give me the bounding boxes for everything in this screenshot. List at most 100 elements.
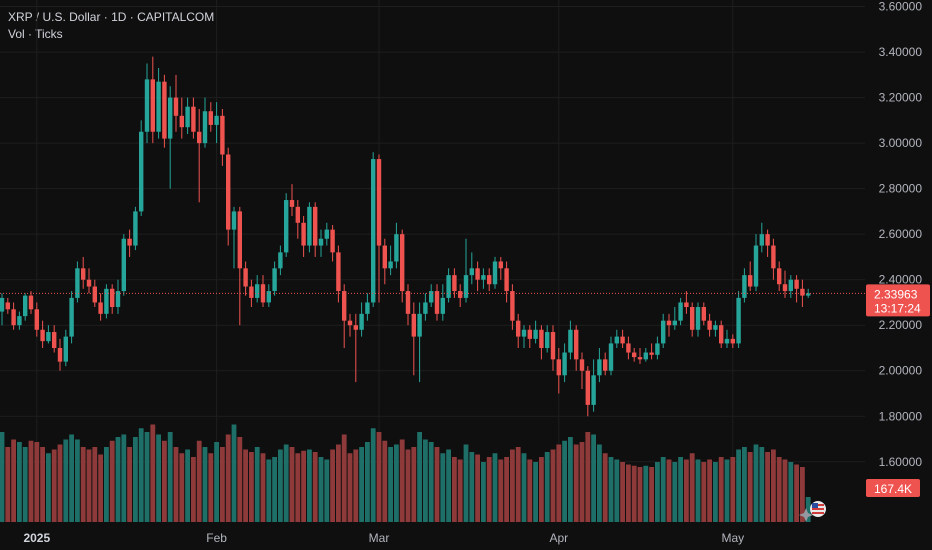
candle-body — [672, 320, 677, 326]
volume-bar — [585, 432, 591, 522]
price-tick-label: 3.60000 — [879, 0, 923, 14]
candle-body — [121, 238, 126, 292]
volume-bar — [365, 442, 370, 522]
volume-bar — [440, 453, 446, 522]
candle-body — [637, 357, 643, 360]
candle-body — [661, 320, 666, 344]
candle-body — [748, 275, 753, 287]
candle-body — [307, 206, 312, 246]
volume-bar — [469, 452, 475, 522]
volume-bar — [243, 449, 248, 522]
price-axis[interactable]: 3.60000 3.40000 3.20000 3.00000 2.80000 2.600… — [879, 0, 923, 469]
candle-body — [724, 338, 730, 344]
candle-body — [411, 313, 416, 337]
flag-icon[interactable] — [810, 501, 826, 517]
volume-bar — [747, 452, 753, 522]
volume-bar — [254, 447, 260, 522]
volume-bar — [69, 434, 74, 522]
volume-bar — [388, 447, 393, 522]
volume-bar — [214, 442, 219, 522]
candle-body — [220, 115, 225, 155]
volume-bar — [562, 440, 567, 522]
candle-body — [0, 297, 5, 312]
price-tick-label: 1.60000 — [879, 455, 923, 469]
volume-bar — [5, 447, 11, 522]
volume-bar — [191, 457, 196, 522]
price-candles — [0, 56, 811, 417]
volume-bar — [121, 434, 127, 522]
bar-countdown-label: 13:17:24 — [874, 301, 921, 315]
volume-bar — [167, 432, 173, 522]
volume-bar — [504, 457, 509, 522]
candle-body — [359, 313, 364, 330]
volume-bar — [312, 452, 318, 522]
sparkle-icon[interactable] — [799, 508, 813, 522]
candle-body — [17, 316, 22, 326]
candle-body — [666, 320, 672, 326]
candle-body — [701, 307, 706, 321]
volume-bar — [86, 449, 92, 522]
candle-body — [429, 291, 434, 303]
candle-body — [347, 320, 353, 326]
candle-body — [579, 359, 585, 371]
volume-bar — [22, 447, 28, 522]
candle-body — [585, 370, 590, 405]
price-tick-label: 1.80000 — [879, 409, 923, 423]
candle-body — [440, 297, 445, 314]
volume-bar — [185, 449, 190, 522]
candle-body — [295, 206, 300, 223]
candle-body — [202, 111, 208, 144]
price-tick-label: 2.60000 — [879, 227, 923, 241]
candle-body — [266, 291, 271, 303]
candle-body — [695, 307, 701, 330]
candle-body — [69, 297, 74, 337]
volume-bar — [718, 457, 724, 522]
candle-body — [632, 352, 637, 358]
volume-indicator-label[interactable]: Vol · Ticks — [8, 27, 63, 41]
volume-bar — [144, 432, 150, 522]
candle-body — [63, 336, 68, 362]
candle-body — [330, 229, 335, 253]
time-axis[interactable]: 2025 Feb Mar Apr May — [23, 531, 744, 545]
time-tick-label: Feb — [206, 531, 227, 545]
price-tick-label: 2.40000 — [879, 273, 923, 287]
candle-body — [463, 275, 469, 298]
volume-bar — [283, 444, 289, 522]
candle-body — [324, 229, 329, 239]
candle-body — [521, 329, 527, 337]
volume-bar — [57, 444, 63, 522]
volume-bar — [794, 464, 799, 522]
volume-bar — [539, 457, 544, 522]
candle-body — [481, 275, 486, 280]
candle-body — [237, 211, 242, 269]
volume-bar — [51, 449, 57, 522]
candle-body — [782, 284, 788, 292]
volume-bar — [759, 447, 765, 522]
candle-body — [289, 200, 295, 207]
volume-bar — [782, 459, 788, 522]
symbol-title[interactable]: XRP / U.S. Dollar · 1D · CAPITALCOM — [8, 10, 215, 24]
volume-bar — [620, 462, 625, 522]
candle-body — [487, 275, 492, 285]
volume-bar — [597, 444, 602, 522]
volume-value-badge — [866, 479, 920, 497]
candle-body — [777, 268, 782, 285]
chart-legend: XRP / U.S. Dollar · 1D · CAPITALCOM Vol … — [8, 9, 214, 43]
candle-body — [52, 332, 57, 348]
time-tick-label: 2025 — [23, 531, 50, 545]
candle-body — [475, 268, 480, 280]
candle-body — [690, 307, 695, 330]
candle-body — [75, 268, 80, 298]
candle-body — [98, 302, 103, 314]
volume-bar — [278, 449, 283, 522]
candle-body — [40, 329, 45, 342]
candle-body — [614, 336, 619, 344]
volume-bar — [515, 447, 521, 522]
volume-bar — [370, 428, 376, 522]
candle-body — [568, 329, 573, 353]
time-tick-label: May — [721, 531, 744, 545]
candle-body — [498, 261, 503, 269]
volume-bar — [446, 449, 451, 522]
candle-body — [446, 275, 451, 298]
